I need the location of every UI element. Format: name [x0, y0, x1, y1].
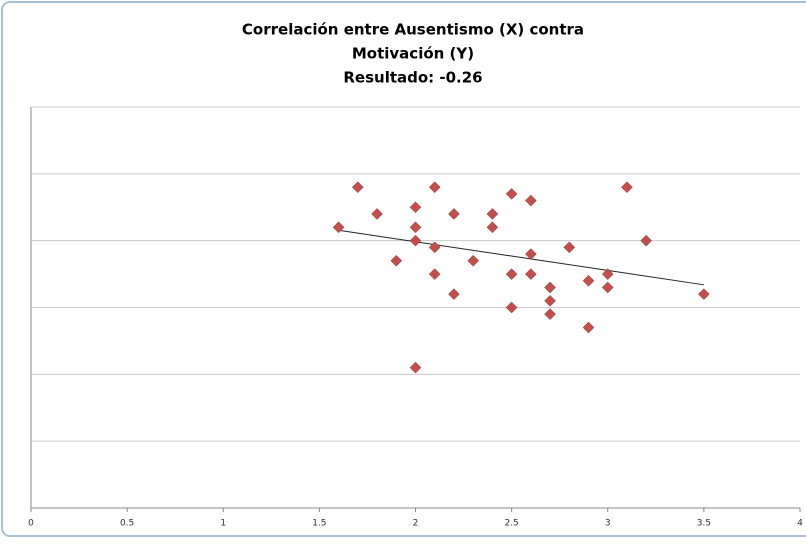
point	[544, 294, 556, 307]
point	[409, 361, 422, 374]
x-tick-label: 1	[220, 519, 226, 529]
point	[390, 254, 403, 267]
point	[409, 234, 422, 247]
x-tick-label: 3.5	[697, 519, 711, 529]
point	[448, 288, 460, 300]
trendline	[338, 229, 704, 286]
chart-title: Correlación entre Ausentismo (X) contra	[242, 21, 584, 39]
point	[524, 194, 537, 207]
x-tick-label: 4	[797, 519, 803, 529]
x-tick-label: 3	[605, 519, 611, 529]
point	[582, 321, 595, 334]
chart-title: Motivación (Y)	[352, 45, 474, 63]
point	[409, 221, 422, 234]
chart-title: Resultado: -0.26	[343, 69, 482, 87]
point	[409, 201, 422, 214]
point	[351, 181, 364, 194]
point	[371, 208, 383, 220]
point	[505, 268, 518, 280]
point	[601, 268, 614, 280]
x-tick-label: 0	[28, 519, 34, 529]
point	[486, 221, 499, 234]
point	[544, 281, 556, 294]
point	[505, 188, 518, 200]
point	[524, 268, 537, 280]
point	[640, 234, 653, 247]
point	[486, 208, 499, 220]
point	[428, 268, 441, 280]
x-tick-label: 0.5	[120, 519, 134, 529]
point	[332, 221, 345, 234]
point	[467, 254, 480, 267]
point	[448, 208, 460, 220]
x-tick-label: 2.5	[504, 519, 518, 529]
point	[428, 181, 441, 194]
x-tick-label: 2	[413, 519, 419, 529]
point	[428, 241, 441, 254]
point	[621, 181, 633, 194]
point	[601, 281, 614, 294]
point	[544, 308, 556, 321]
point	[582, 274, 595, 287]
x-tick-label: 1.5	[312, 519, 326, 529]
point	[698, 288, 710, 300]
point	[524, 248, 537, 260]
point	[505, 301, 518, 314]
point	[563, 241, 576, 254]
